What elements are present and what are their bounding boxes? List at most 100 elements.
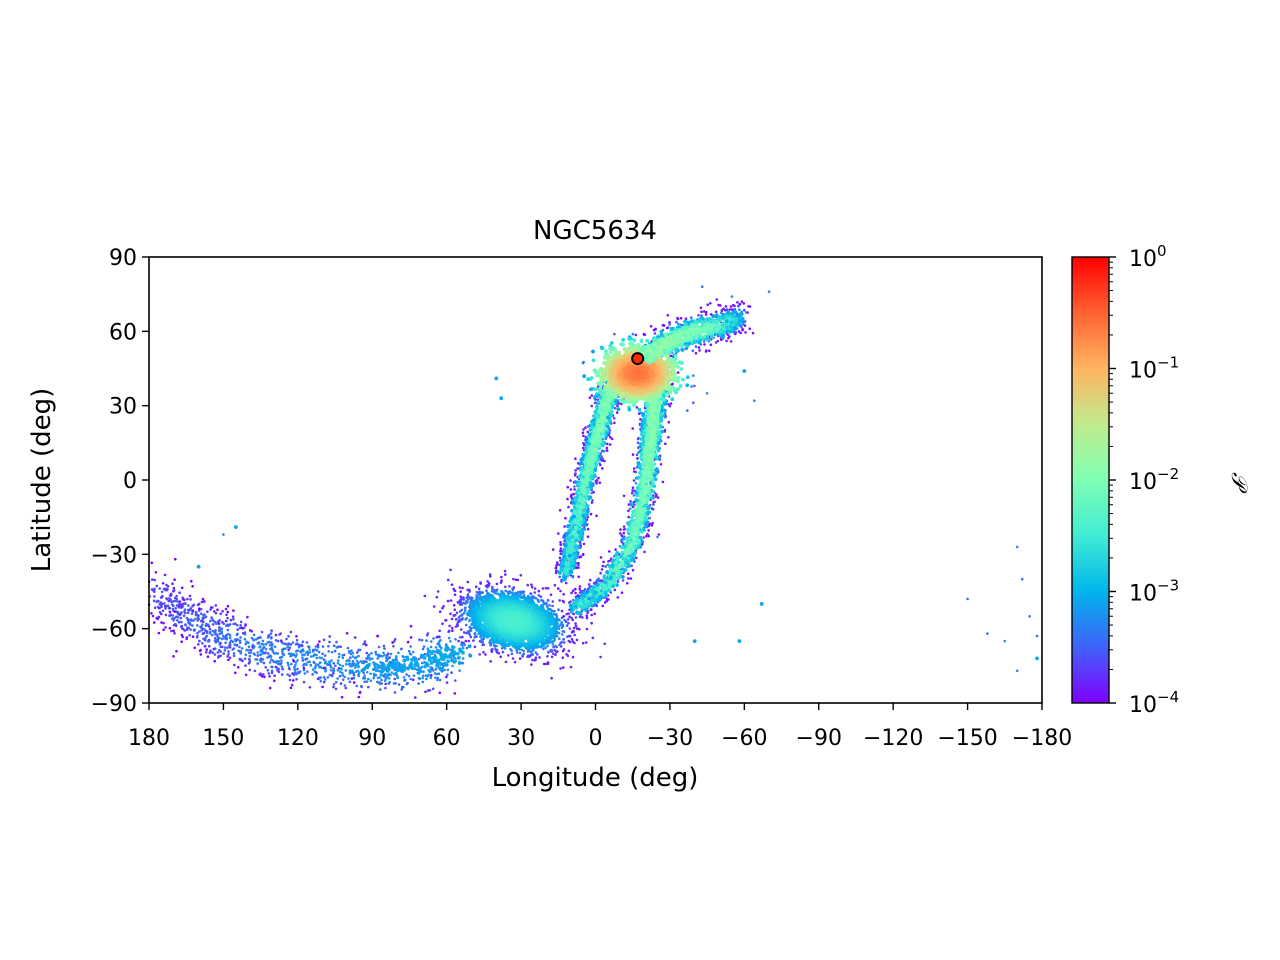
- scatter-point: [412, 674, 416, 677]
- scatter-point: [358, 690, 362, 694]
- scatter-point: [169, 598, 172, 601]
- scatter-point: [564, 620, 568, 623]
- scatter-point: [290, 662, 293, 666]
- scatter-point: [468, 619, 471, 623]
- scatter-point: [541, 599, 545, 602]
- scatter-point: [363, 660, 367, 663]
- scatter-point: [392, 682, 396, 685]
- scatter-point: [211, 606, 214, 609]
- scatter-point: [301, 656, 304, 659]
- scatter-point: [183, 608, 187, 611]
- scatter-point: [222, 533, 225, 536]
- scatter-point: [519, 614, 523, 619]
- scatter-point: [367, 685, 370, 689]
- scatter-point: [208, 644, 211, 648]
- scatter-point: [507, 654, 510, 657]
- scatter-point: [370, 651, 373, 655]
- scatter-point: [421, 680, 425, 684]
- scatter-point: [542, 647, 545, 651]
- scatter-point: [515, 611, 520, 616]
- scatter-point: [441, 606, 444, 610]
- scatter-point: [608, 550, 611, 553]
- scatter-point: [573, 473, 577, 477]
- scatter-point: [514, 591, 518, 595]
- scatter-point: [499, 581, 503, 584]
- scatter-point: [322, 666, 326, 670]
- scatter-point: [332, 672, 335, 675]
- scatter-point: [450, 626, 454, 630]
- scatter-point: [534, 596, 537, 600]
- scatter-point: [461, 646, 465, 650]
- scatter-point: [461, 586, 464, 590]
- scatter-point: [482, 651, 485, 654]
- scatter-point: [591, 636, 595, 640]
- scatter-point: [235, 623, 239, 627]
- scatter-point: [423, 594, 427, 598]
- scatter-point: [700, 285, 704, 289]
- scatter-point: [279, 639, 283, 642]
- scatter-point: [270, 671, 274, 675]
- scatter-point: [213, 659, 216, 663]
- scatter-point: [651, 507, 655, 511]
- scatter-point: [526, 583, 529, 587]
- scatter-point: [492, 599, 497, 604]
- scatter-point: [510, 652, 514, 656]
- scatter-point: [274, 639, 278, 642]
- scatter-point: [203, 644, 207, 648]
- scatter-point: [332, 667, 335, 670]
- scatter-point: [462, 611, 466, 615]
- scatter-point: [704, 313, 708, 316]
- scatter-point: [439, 653, 444, 657]
- scatter-point: [581, 552, 585, 556]
- scatter-point: [178, 591, 181, 594]
- scatter-point: [232, 647, 236, 650]
- scatter-point: [220, 637, 224, 641]
- scatter-point: [421, 647, 425, 651]
- scatter-point: [485, 589, 488, 592]
- scatter-point: [228, 636, 232, 639]
- scatter-point: [464, 639, 468, 643]
- scatter-point: [602, 560, 605, 564]
- scatter-point: [345, 663, 348, 666]
- scatter-point: [255, 658, 259, 661]
- scatter-point: [213, 636, 217, 640]
- scatter-point: [280, 665, 284, 669]
- scatter-point: [330, 659, 333, 662]
- scatter-point: [369, 679, 373, 682]
- scatter-point: [632, 500, 636, 504]
- scatter-point: [336, 668, 340, 672]
- scatter-point: [767, 290, 771, 294]
- scatter-point: [527, 635, 532, 640]
- scatter-point: [503, 595, 508, 599]
- scatter-point: [208, 651, 212, 655]
- scatter-point: [354, 666, 357, 670]
- scatter-point: [740, 310, 743, 314]
- scatter-point: [622, 494, 626, 498]
- scatter-point: [455, 651, 460, 656]
- scatter-point: [570, 616, 573, 620]
- scatter-point: [518, 657, 522, 660]
- scatter-point: [322, 676, 326, 679]
- scatter-point: [289, 630, 293, 634]
- scatter-point: [180, 620, 183, 624]
- scatter-point: [200, 619, 203, 623]
- scatter-point: [476, 595, 479, 599]
- scatter-point: [743, 324, 747, 327]
- scatter-point: [172, 600, 175, 603]
- scatter-point: [277, 660, 281, 663]
- scatter-point: [458, 647, 462, 652]
- scatter-point: [269, 654, 272, 657]
- scatter-point: [175, 649, 178, 653]
- scatter-point: [202, 600, 206, 603]
- scatter-point: [622, 531, 626, 535]
- scatter-point: [350, 649, 353, 652]
- scatter-point: [153, 587, 156, 591]
- scatter-point: [438, 644, 441, 648]
- scatter-point: [345, 659, 348, 663]
- scatter-point: [187, 626, 190, 630]
- scatter-point: [466, 580, 470, 584]
- scatter-point: [294, 661, 298, 664]
- scatter-point: [167, 599, 171, 603]
- scatter-point: [562, 638, 565, 641]
- scatter-point: [738, 302, 742, 306]
